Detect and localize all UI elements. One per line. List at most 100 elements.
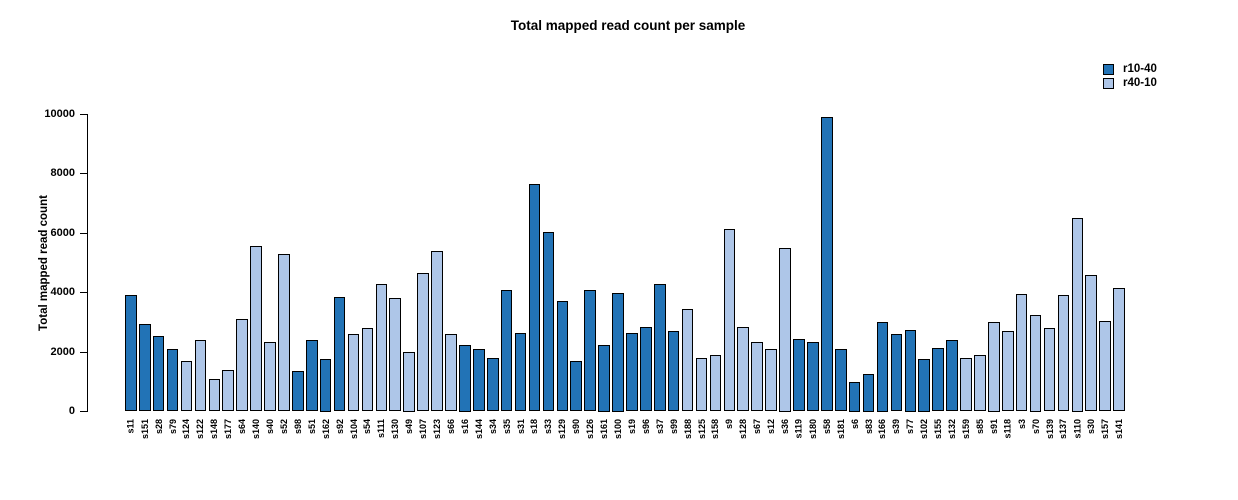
bar-s39 [890,334,903,412]
x-label-s104: s104 [348,419,359,440]
bar-s177 [222,369,235,412]
x-label-s102: s102 [919,419,930,440]
x-label-s161: s161 [599,419,610,440]
y-tick-label: 10000 [44,107,75,120]
y-tick [80,351,87,353]
x-label-s67: s67 [752,419,763,435]
x-label-s110: s110 [1072,419,1083,439]
bar-s107 [417,273,429,412]
bar-s155 [932,347,944,412]
bar-s98 [292,371,304,412]
bar-s16 [459,344,471,412]
legend-entry-r10-40: r10-40 [1103,62,1157,76]
bar-s162 [319,359,332,412]
bar-s119 [793,338,805,412]
bar-s158 [709,354,722,412]
bar-s28 [152,335,165,412]
bar-s104 [347,334,360,412]
bar-s140 [250,246,262,412]
y-tick [80,232,87,234]
bar-s132 [946,340,958,412]
x-label-s19: s19 [626,419,637,435]
x-label-s90: s90 [571,419,582,435]
bar-s102 [918,359,931,412]
y-tick-label: 6000 [50,226,75,239]
x-label-s140: s140 [251,419,262,440]
x-label-s9: s9 [724,419,735,430]
bar-s37 [653,283,666,412]
bar-s122 [194,340,207,412]
x-label-s33: s33 [543,419,554,435]
legend-swatch-r40-10 [1103,77,1114,89]
y-tick [80,113,87,115]
bar-s85 [974,354,986,412]
x-label-s6: s6 [849,419,860,430]
x-label-s35: s35 [501,419,512,435]
bar-s96 [640,326,652,412]
x-label-s39: s39 [891,419,902,435]
x-label-s144: s144 [473,419,484,440]
bar-s90 [570,360,583,412]
x-label-s124: s124 [181,419,192,440]
bar-s139 [1043,328,1056,412]
bar-s161 [598,344,610,412]
bar-s141 [1113,288,1125,412]
bar-s36 [779,247,791,412]
x-label-s159: s159 [961,419,971,440]
bar-s99 [667,331,680,412]
x-label-s137: s137 [1058,419,1069,440]
legend-swatch-r10-40 [1103,63,1114,75]
bar-s52 [278,253,290,412]
bar-s125 [695,357,708,412]
legend: r10-40 r40-10 [1103,62,1157,90]
bar-s64 [236,319,248,412]
bar-s123 [431,250,443,412]
bar-s130 [389,298,402,412]
bar-s12 [765,349,777,412]
bar-s31 [514,332,527,412]
bar-s51 [305,340,318,412]
y-tick [80,173,87,174]
x-label-s12: s12 [766,419,777,435]
bar-s79 [166,349,179,412]
y-tick [80,411,87,412]
bar-s159 [960,357,972,412]
bar-s3 [1015,293,1028,412]
bar-s35 [500,289,513,412]
y-tick-label: 2000 [50,345,75,358]
y-axis-title: Total mapped read count [38,195,50,331]
y-tick-label: 0 [68,405,75,417]
x-label-s125: s125 [696,419,707,440]
x-label-s157: s157 [1100,419,1111,440]
x-label-s96: s96 [640,419,651,435]
bar-s54 [361,328,374,412]
bar-s6 [848,381,861,412]
x-label-s77: s77 [905,419,916,435]
x-label-s40: s40 [265,419,275,435]
x-label-s107: s107 [418,419,429,440]
bar-s157 [1099,320,1111,412]
bar-s180 [807,341,819,412]
y-tick-label: 4000 [50,286,75,298]
bar-s34 [486,357,499,412]
x-label-s49: s49 [404,419,415,435]
x-label-s3: s3 [1016,419,1027,430]
x-label-s148: s148 [209,419,220,440]
x-label-s177: s177 [223,419,234,440]
bar-s144 [473,349,485,412]
bar-s19 [626,332,638,412]
x-label-s123: s123 [432,419,443,440]
bar-s124 [180,360,193,412]
bar-s151 [138,323,151,412]
bar-s166 [876,322,889,412]
bar-s30 [1085,274,1098,412]
x-label-s181: s181 [835,419,846,440]
x-label-s99: s99 [668,419,679,435]
x-label-s155: s155 [933,419,944,440]
x-label-s132: s132 [947,419,958,440]
x-label-s128: s128 [738,419,749,440]
bar-s66 [445,334,457,412]
x-label-s79: s79 [167,419,178,435]
bar-s70 [1029,314,1042,412]
